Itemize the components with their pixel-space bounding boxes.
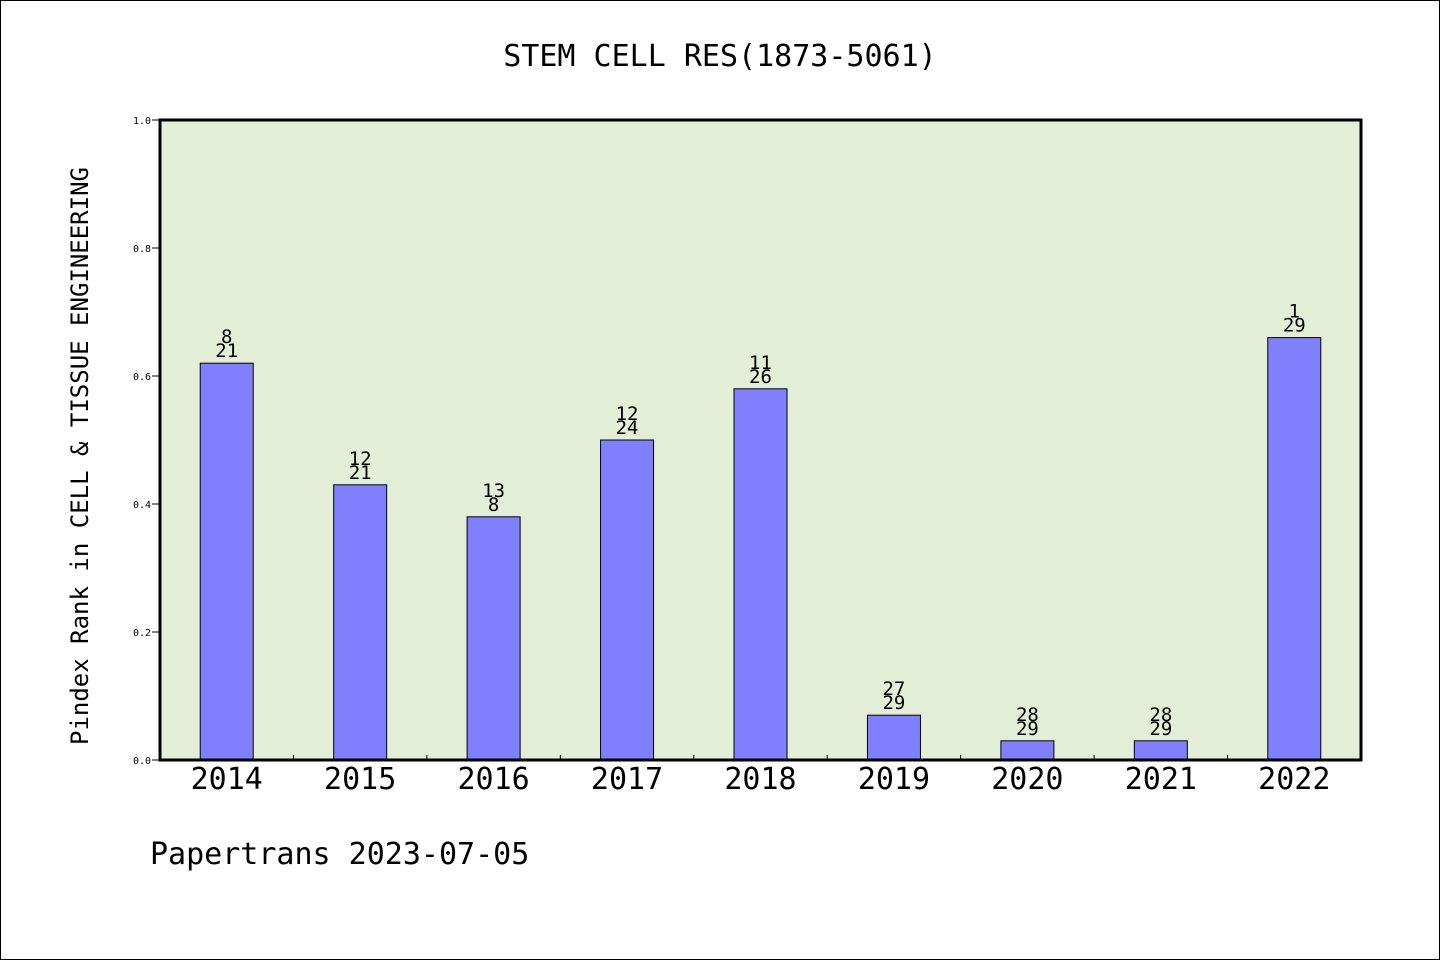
data-label-bottom: 21 — [349, 462, 372, 484]
x-tick-label: 2022 — [1258, 762, 1330, 797]
bar-2019 — [866, 714, 921, 761]
x-tick-label: 2017 — [591, 762, 663, 797]
bar-2017 — [600, 439, 655, 761]
data-label-bottom: 26 — [749, 366, 772, 388]
x-tick-label: 2018 — [724, 762, 796, 797]
y-tick-label: 0.6 — [133, 372, 151, 383]
x-tick-label: 2019 — [858, 762, 930, 797]
data-label-top: 12 — [349, 448, 372, 470]
data-label-bottom: 29 — [1016, 718, 1039, 740]
bar-2015 — [333, 484, 388, 761]
x-axis: 2014 2015 2016 2017 2018 2019 2020 2021 2022 — [191, 755, 1330, 797]
x-tick-label: 2016 — [457, 762, 529, 797]
y-tick-label: 0.0 — [133, 756, 151, 767]
data-label-bottom: 29 — [1283, 315, 1306, 337]
bar-2021 — [1133, 740, 1188, 761]
bar-2016 — [466, 516, 521, 761]
data-label-top: 28 — [1016, 704, 1039, 726]
bar-2020 — [1000, 740, 1055, 761]
data-label-top: 11 — [749, 352, 772, 374]
x-tick-label: 2014 — [191, 762, 263, 797]
data-label-bottom: 29 — [1149, 718, 1172, 740]
x-tick-label: 2015 — [324, 762, 396, 797]
data-label-bottom: 8 — [488, 494, 499, 516]
data-label-top: 27 — [882, 678, 905, 700]
x-tick-label: 2021 — [1125, 762, 1197, 797]
plot-border — [158, 118, 1363, 762]
y-axis-label: Pindex Rank in CELL & TISSUE ENGINEERING — [66, 167, 94, 745]
data-label-top: 28 — [1149, 704, 1172, 726]
bar-2022 — [1267, 337, 1322, 761]
y-tick-label: 0.4 — [133, 500, 151, 511]
chart-title: STEM CELL RES(1873-5061) — [503, 39, 936, 74]
y-tick-label: 0.8 — [133, 244, 151, 255]
data-label-top: 12 — [616, 403, 639, 425]
bars-layer — [199, 337, 1322, 761]
y-axis: 0.0 0.2 0.4 0.6 0.8 1.0 — [133, 116, 160, 767]
data-label-bottom: 29 — [882, 692, 905, 714]
data-label-bottom: 24 — [616, 417, 639, 439]
bar-2014 — [199, 362, 254, 761]
y-tick-label: 1.0 — [133, 116, 151, 127]
bar-2018 — [733, 388, 788, 761]
y-tick-label: 0.2 — [133, 628, 151, 639]
footer-text: Papertrans 2023-07-05 — [150, 837, 529, 872]
data-label-top: 13 — [482, 480, 505, 502]
x-tick-label: 2020 — [991, 762, 1063, 797]
data-label-top: 1 — [1289, 301, 1300, 323]
data-label-bottom: 21 — [215, 340, 238, 362]
data-label-top: 8 — [221, 326, 232, 348]
